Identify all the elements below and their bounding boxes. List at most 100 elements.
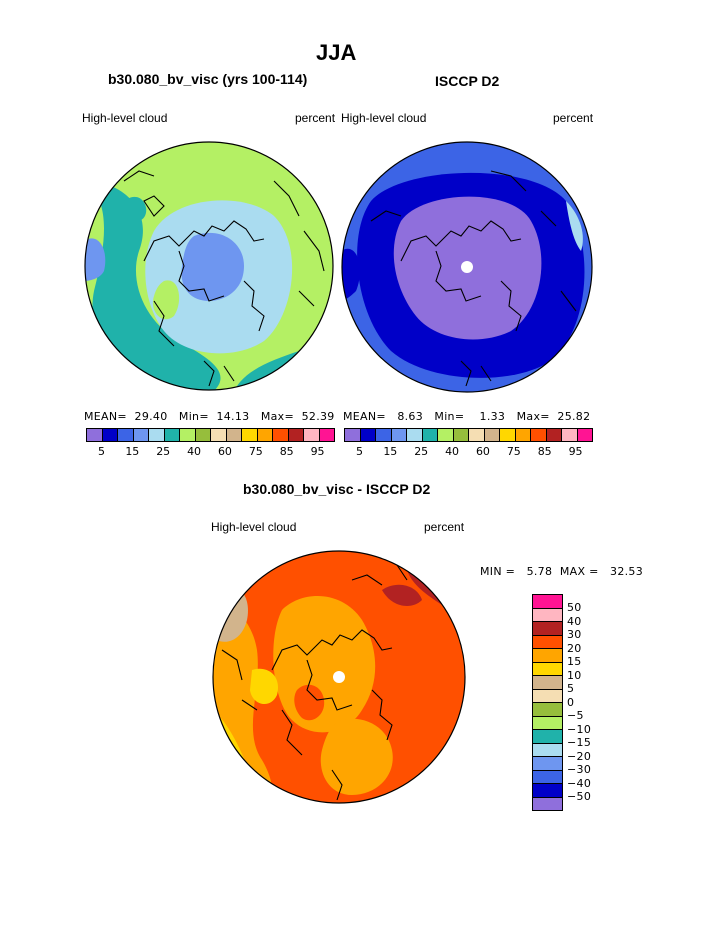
- left-variable-label: High-level cloud: [82, 111, 168, 125]
- colorbar-tick-label: −20: [567, 749, 592, 763]
- colorbar-swatch: [211, 429, 227, 441]
- diff-polar-map: [212, 550, 466, 804]
- colorbar-swatch: [533, 703, 562, 717]
- colorbar-tick-label: 25: [156, 445, 171, 458]
- colorbar-tick-label: −30: [567, 763, 592, 776]
- colorbar-swatch: [533, 743, 562, 757]
- map-fill: [85, 181, 221, 390]
- right-stats: MEAN= 8.63 Min= 1.33 Max= 25.82: [343, 410, 591, 423]
- colorbar-tick-label: 10: [567, 668, 582, 682]
- colorbar-swatch: [164, 429, 180, 441]
- colorbar-swatch: [484, 429, 500, 441]
- colorbar-swatch: [438, 429, 454, 441]
- colorbar-swatch: [319, 429, 334, 441]
- map-fill: [294, 684, 325, 721]
- diff-colorbar: [532, 594, 563, 811]
- colorbar-tick-label: 85: [279, 445, 294, 458]
- colorbar-tick-label: 75: [506, 445, 521, 458]
- map-fill: [250, 668, 278, 705]
- colorbar-tick-label: 85: [537, 445, 552, 458]
- colorbar-tick-label: −40: [567, 776, 592, 790]
- map-fill: [320, 718, 393, 795]
- colorbar-tick-label: 95: [568, 445, 583, 458]
- colorbar-swatch: [533, 595, 562, 609]
- colorbar-swatch: [180, 429, 196, 441]
- right-units-label: percent: [553, 111, 594, 125]
- colorbar-swatch: [546, 429, 562, 441]
- colorbar-tick-label: 50: [567, 601, 582, 614]
- left-panel-title: b30.080_bv_visc (yrs 100-114): [108, 71, 308, 87]
- diff-title: b30.080_bv_visc - ISCCP D2: [243, 481, 431, 497]
- colorbar-swatch: [533, 635, 562, 649]
- colorbar-swatch: [533, 784, 562, 798]
- colorbar-tick-label: 0: [567, 695, 575, 709]
- colorbar-swatch: [288, 429, 304, 441]
- colorbar-swatch: [469, 429, 485, 441]
- colorbar-tick-label: 75: [248, 445, 263, 458]
- colorbar-swatch: [531, 429, 547, 441]
- colorbar-swatch: [422, 429, 438, 441]
- colorbar-swatch: [533, 797, 562, 810]
- pole-marker: [333, 671, 345, 683]
- colorbar-tick-label: 5: [97, 445, 105, 458]
- colorbar-swatch: [533, 622, 562, 636]
- colorbar-swatch: [149, 429, 165, 441]
- map-fill: [407, 570, 442, 605]
- colorbar-swatch: [87, 429, 103, 441]
- colorbar-swatch: [242, 429, 258, 441]
- colorbar-tick-label: 40: [567, 614, 582, 628]
- left-stats: MEAN= 29.40 Min= 14.13 Max= 52.39: [84, 410, 335, 423]
- colorbar-tick-label: 95: [310, 445, 325, 458]
- colorbar-swatch: [407, 429, 423, 441]
- map-fill: [119, 196, 147, 222]
- colorbar-swatch: [360, 429, 376, 441]
- map-fill: [181, 232, 244, 301]
- colorbar-swatch: [102, 429, 118, 441]
- right-variable-label: High-level cloud: [341, 111, 427, 125]
- colorbar-tick-label: 60: [217, 445, 232, 458]
- colorbar-swatch: [533, 649, 562, 663]
- colorbar-swatch: [533, 662, 562, 676]
- map-fill: [85, 238, 106, 281]
- colorbar-tick-label: 60: [475, 445, 490, 458]
- colorbar-tick-label: 5: [567, 682, 575, 695]
- colorbar-swatch: [533, 716, 562, 730]
- colorbar-swatch: [304, 429, 320, 441]
- diff-units-label: percent: [424, 520, 465, 534]
- colorbar-swatch: [533, 608, 562, 622]
- colorbar-tick-label: 25: [414, 445, 429, 458]
- colorbar-tick-label: −50: [567, 790, 592, 803]
- colorbar-swatch: [577, 429, 592, 441]
- colorbar-tick-label: 15: [125, 445, 140, 458]
- colorbar-tick-label: −15: [567, 736, 592, 749]
- colorbar-swatch: [500, 429, 516, 441]
- colorbar-swatch: [533, 770, 562, 784]
- colorbar-tick-label: −5: [567, 709, 584, 722]
- colorbar-swatch: [257, 429, 273, 441]
- map-fill: [289, 142, 333, 166]
- right-colorbar: [344, 428, 593, 442]
- colorbar-swatch: [533, 689, 562, 703]
- colorbar-tick-label: −10: [567, 722, 592, 736]
- colorbar-tick-label: 40: [187, 445, 202, 458]
- colorbar-swatch: [376, 429, 392, 441]
- pole-marker: [461, 261, 473, 273]
- colorbar-tick-label: 40: [445, 445, 460, 458]
- colorbar-tick-label: 20: [567, 641, 582, 655]
- colorbar-swatch: [533, 676, 562, 690]
- colorbar-tick-label: 15: [567, 655, 582, 668]
- colorbar-swatch: [345, 429, 361, 441]
- colorbar-swatch: [133, 429, 149, 441]
- left-units-label: percent: [295, 111, 336, 125]
- colorbar-swatch: [533, 730, 562, 744]
- colorbar-swatch: [226, 429, 242, 441]
- map-fill: [342, 248, 360, 301]
- colorbar-swatch: [515, 429, 531, 441]
- colorbar-swatch: [273, 429, 289, 441]
- colorbar-swatch: [391, 429, 407, 441]
- left-colorbar: [86, 428, 335, 442]
- colorbar-swatch: [118, 429, 134, 441]
- colorbar-swatch: [562, 429, 578, 441]
- map-fill: [382, 584, 422, 606]
- colorbar-tick-label: 15: [383, 445, 398, 458]
